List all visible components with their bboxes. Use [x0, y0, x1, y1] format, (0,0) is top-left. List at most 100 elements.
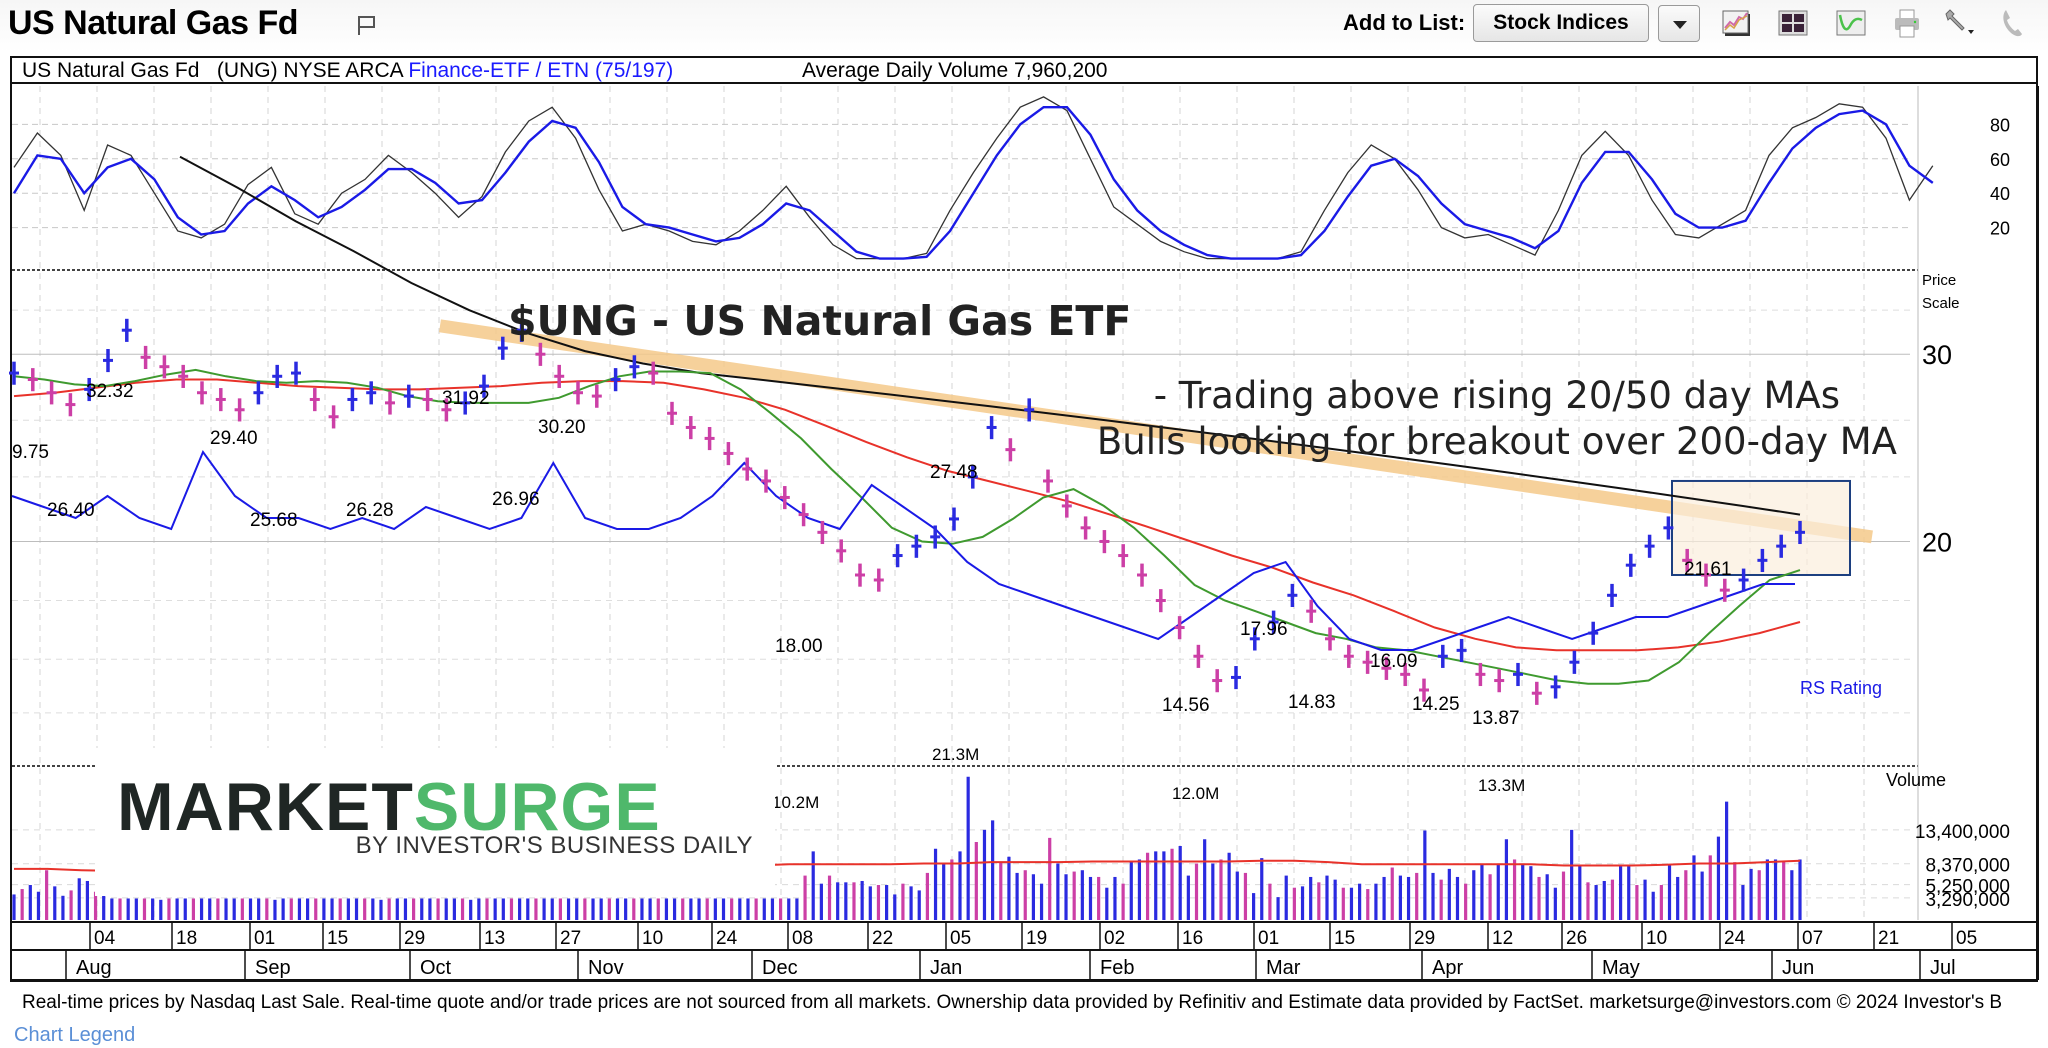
price-scale-label: Scale [1922, 295, 1960, 312]
month-label: Jun [1782, 957, 1814, 979]
month-label: Dec [762, 957, 798, 979]
print-icon[interactable] [1890, 6, 1924, 40]
logo-surge: SURGE [413, 769, 661, 845]
price-high-low-label: 9.75 [12, 442, 49, 463]
x-tick-label: 24 [1724, 928, 1746, 949]
x-tick-label: 08 [792, 928, 813, 949]
x-tick-label: 12 [1492, 928, 1513, 949]
x-tick-label: 13 [484, 928, 505, 949]
month-label: Oct [420, 957, 452, 979]
price-high-low-label: 25.68 [250, 510, 298, 531]
x-tick-label: 24 [716, 928, 738, 949]
layout-grid-icon[interactable] [1776, 6, 1810, 40]
flag-icon[interactable] [356, 14, 378, 36]
rs-rating-line [11, 449, 1795, 651]
x-tick-label: 05 [1956, 928, 1977, 949]
x-tick-label: 15 [1334, 928, 1355, 949]
osc-tick-label: 80 [1990, 115, 2010, 135]
ma20-line [13, 368, 1801, 685]
price-high-low-label: 26.28 [346, 500, 394, 521]
x-tick-label: 22 [872, 928, 893, 949]
logo-market: MARKET [117, 769, 414, 845]
x-tick-label: 16 [1182, 928, 1203, 949]
price-tick-label: 20 [1922, 527, 1952, 557]
volume-peak-label: 12.0M [1172, 784, 1219, 803]
x-tick-label: 02 [1104, 928, 1125, 949]
industry-group-link[interactable]: Finance-ETF / ETN (75/197) [408, 59, 674, 82]
month-label: Apr [1432, 957, 1463, 979]
line-chart-icon[interactable] [1720, 6, 1754, 40]
security-name: US Natural Gas Fd [22, 59, 200, 82]
volume-peak-label: 21.3M [932, 745, 979, 764]
x-tick-label: 27 [560, 928, 581, 949]
chart-annotation-note: Bulls looking for breakout over 200-day … [1097, 420, 1897, 463]
marketsurge-logo: MARKETSURGE BY INVESTOR'S BUSINESS DAILY [95, 748, 775, 896]
indicator-icon[interactable] [1834, 6, 1868, 40]
month-label: Nov [588, 957, 624, 979]
x-tick-label: 21 [1878, 928, 1899, 949]
volume-tick-label: 8,370,000 [1925, 856, 2010, 877]
price-high-low-label: 18.00 [775, 636, 823, 657]
volume-tick-label: 5,250,000 [1925, 877, 2010, 898]
volume-axis-label: Volume [1886, 770, 1946, 790]
price-high-low-label: 27.48 [930, 462, 978, 483]
price-scale-label: Price [1922, 272, 1956, 289]
osc-fast-line [13, 96, 1934, 260]
ma200-line [179, 155, 1801, 516]
x-tick-label: 01 [1258, 928, 1279, 949]
x-tick-label: 07 [1802, 928, 1823, 949]
wrench-settings-icon[interactable] [1940, 6, 1974, 40]
symbol: (UNG) [216, 59, 278, 82]
month-label: Jul [1930, 957, 1956, 979]
price-high-low-label: 14.56 [1162, 695, 1210, 716]
price-high-low-label: 21.61 [1684, 559, 1732, 580]
phone-icon[interactable] [1996, 6, 2030, 40]
page-title: US Natural Gas Fd [8, 4, 299, 42]
osc-tick-label: 60 [1990, 150, 2010, 170]
price-high-low-label: 32.32 [86, 381, 134, 402]
volume-tick-label: 13,400,000 [1915, 822, 2010, 843]
chart-annotation-note: - Trading above rising 20/50 day MAs [1154, 374, 1840, 417]
month-label: May [1602, 957, 1640, 979]
volume-peak-label: 10.2M [772, 793, 819, 812]
month-label: Mar [1266, 957, 1301, 979]
x-tick-label: 19 [1026, 928, 1047, 949]
x-tick-label: 10 [642, 928, 663, 949]
footer-disclaimer: Real-time prices by Nasdaq Last Sale. Re… [22, 992, 2003, 1013]
list-dropdown-button[interactable] [1658, 5, 1700, 42]
month-label: Feb [1100, 957, 1134, 979]
price-tick-label: 30 [1922, 340, 1952, 370]
x-tick-label: 15 [327, 928, 348, 949]
volume-tick-label: 3,290,000 [1925, 890, 2010, 911]
x-tick-label: 29 [404, 928, 425, 949]
rs-rating-label: RS Rating [1800, 678, 1882, 698]
price-high-low-label: 26.96 [492, 489, 540, 510]
x-tick-label: 26 [1566, 928, 1587, 949]
price-high-low-label: 13.87 [1472, 708, 1520, 729]
top-bar: US Natural Gas Fd Add to List: Stock Ind… [0, 0, 2048, 52]
price-high-low-label: 29.40 [210, 428, 258, 449]
osc-slow-line [12, 106, 1934, 260]
x-tick-label: 29 [1414, 928, 1435, 949]
osc-tick-label: 40 [1990, 184, 2010, 204]
price-high-low-label: 16.09 [1370, 651, 1418, 672]
x-tick-label: 04 [94, 928, 116, 949]
price-high-low-label: 14.83 [1288, 692, 1336, 713]
average-daily-volume: Average Daily Volume 7,960,200 [802, 59, 1108, 82]
price-high-low-label: 30.20 [538, 417, 586, 438]
list-select-button[interactable]: Stock Indices [1473, 4, 1649, 42]
month-label: Jan [930, 957, 962, 979]
x-tick-label: 18 [176, 928, 197, 949]
osc-tick-label: 20 [1990, 219, 2010, 239]
volume-peak-label: 13.3M [1478, 776, 1525, 795]
chart-annotation-title: $UNG - US Natural Gas ETF [508, 297, 1131, 345]
x-tick-label: 05 [950, 928, 971, 949]
exchange: NYSE ARCA [283, 59, 403, 82]
chart-legend-link[interactable]: Chart Legend [14, 1024, 136, 1046]
ma50-line [13, 378, 1801, 652]
add-to-list-label: Add to List: [1343, 10, 1466, 35]
resistance-trendline [439, 319, 1873, 544]
x-tick-label: 01 [254, 928, 275, 949]
security-info-bar: US Natural Gas Fd (UNG) NYSE ARCA Financ… [12, 58, 2036, 84]
